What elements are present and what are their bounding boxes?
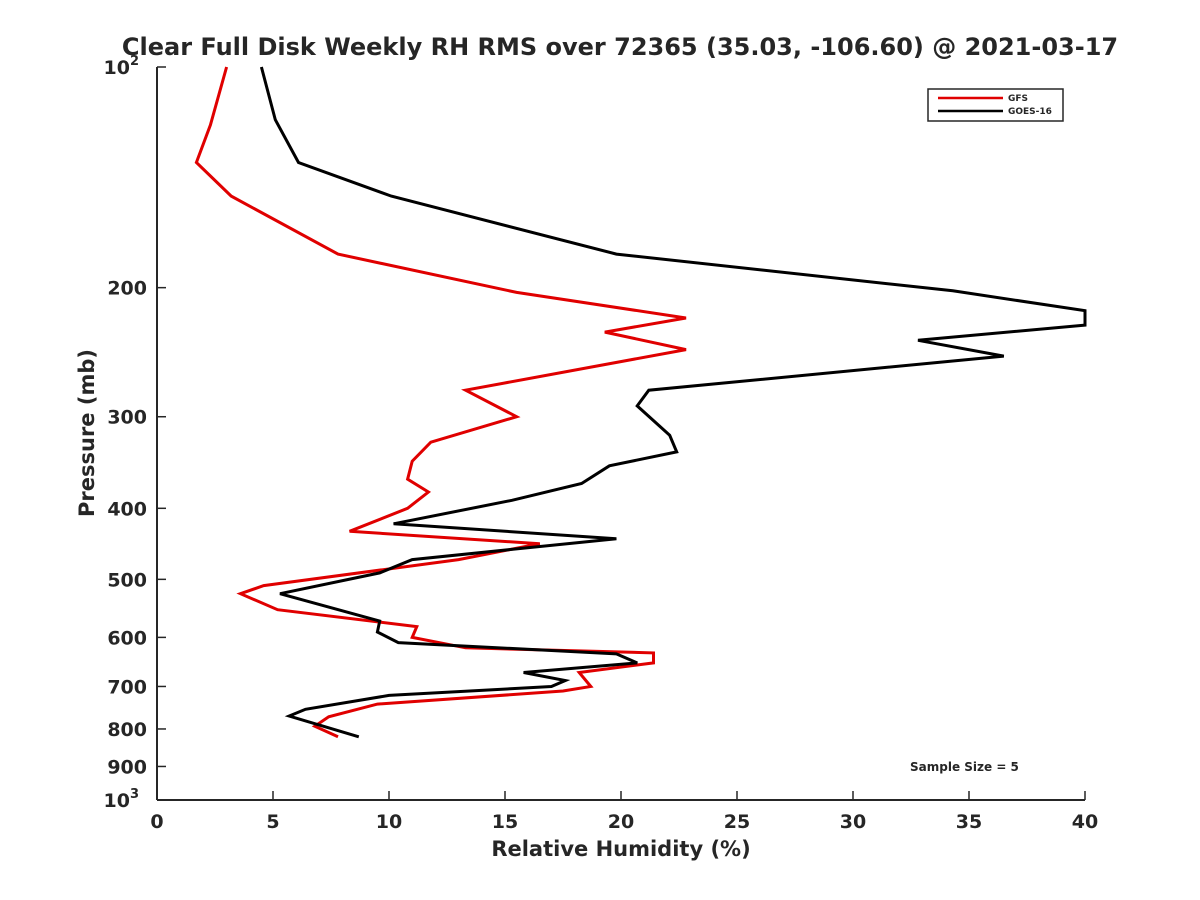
y-tick-label: 102 xyxy=(104,54,140,79)
y-axis-label: Pressure (mb) xyxy=(75,349,99,517)
chart-title: Clear Full Disk Weekly RH RMS over 72365… xyxy=(122,33,1118,61)
y-ticks: 102 200 300 400 500 600 700 800 900 103 xyxy=(104,54,166,812)
x-tick-label: 40 xyxy=(1072,811,1098,833)
series-line-gfs xyxy=(194,66,687,739)
y-tick-label: 200 xyxy=(107,278,147,300)
y-tick-label: 500 xyxy=(107,569,147,591)
legend-label-gfs: GFS xyxy=(1008,94,1028,104)
x-tick-label: 0 xyxy=(150,811,163,833)
x-axis-label: Relative Humidity (%) xyxy=(491,837,750,861)
series-layer xyxy=(194,66,1087,739)
plot-area xyxy=(157,67,1085,800)
x-ticks: 0 5 10 15 20 25 30 35 40 xyxy=(150,791,1098,833)
x-tick-label: 5 xyxy=(266,811,279,833)
x-tick-label: 25 xyxy=(724,811,750,833)
legend-label-goes16: GOES-16 xyxy=(1008,107,1052,117)
y-tick-label: 300 xyxy=(107,407,147,429)
y-tick-label: 400 xyxy=(107,498,147,520)
legend: GFS GOES-16 xyxy=(927,88,1064,122)
y-tick-label: 103 xyxy=(104,787,140,812)
sample-size-annotation: Sample Size = 5 xyxy=(910,760,1019,774)
x-tick-label: 35 xyxy=(956,811,982,833)
y-tick-label: 600 xyxy=(107,627,147,649)
x-tick-label: 15 xyxy=(492,811,518,833)
series-line-goes16 xyxy=(259,66,1087,739)
y-tick-label: 700 xyxy=(107,676,147,698)
x-tick-label: 10 xyxy=(376,811,402,833)
x-tick-label: 30 xyxy=(840,811,866,833)
legend-box xyxy=(927,88,1064,122)
y-tick-label: 800 xyxy=(107,719,147,741)
y-tick-label: 900 xyxy=(107,756,147,778)
x-tick-label: 20 xyxy=(608,811,634,833)
